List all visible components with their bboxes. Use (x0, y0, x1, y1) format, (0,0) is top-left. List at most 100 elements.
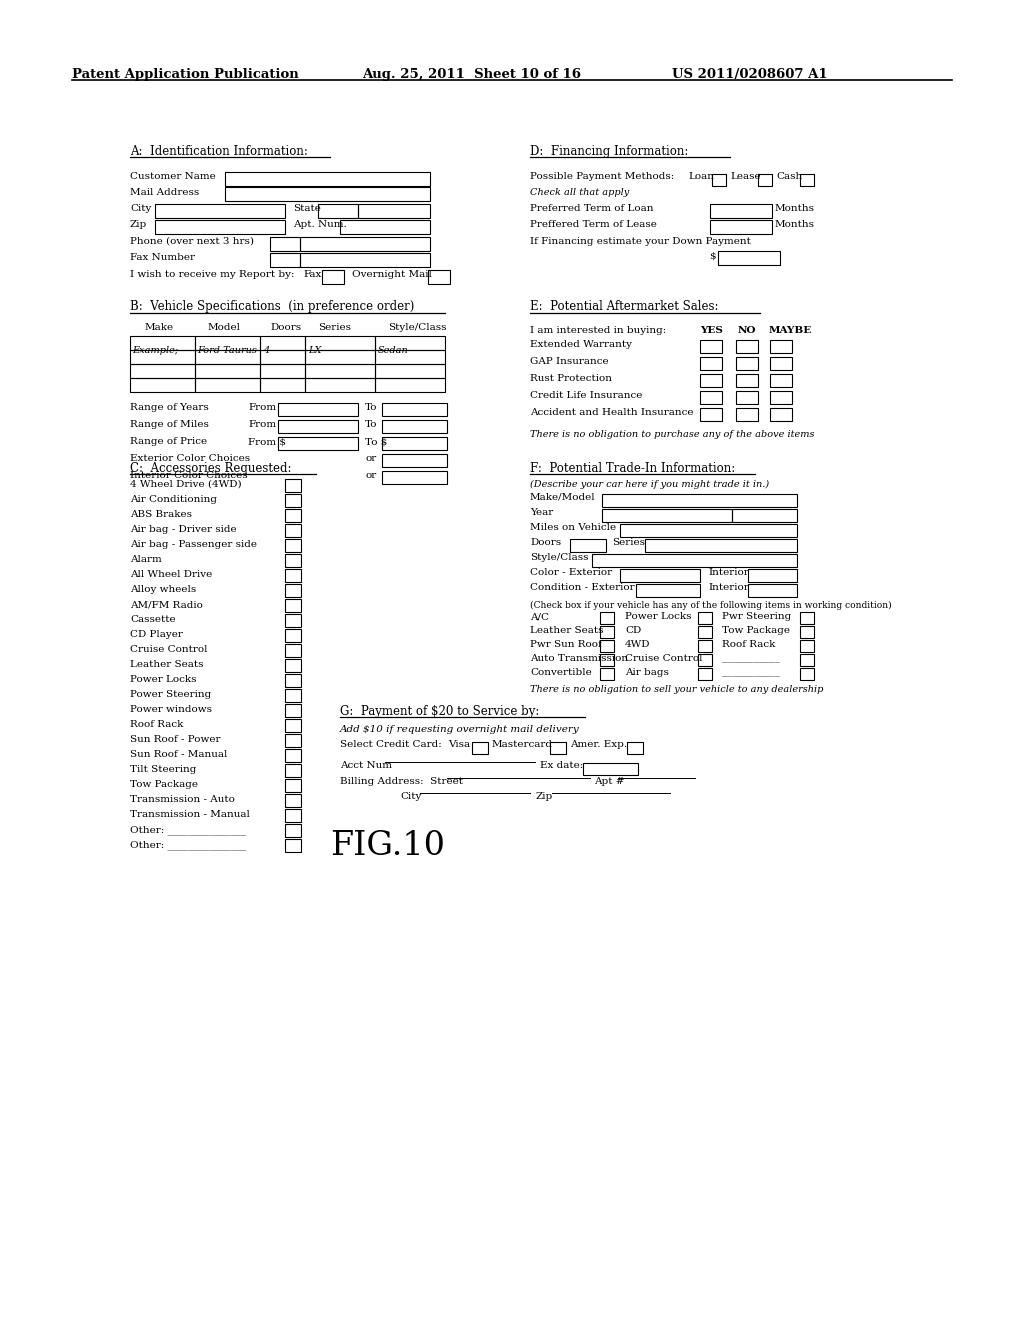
Bar (305, 350, 375, 364)
Text: Roof Rack: Roof Rack (130, 719, 183, 729)
Text: C:  Accessories Requested:: C: Accessories Requested: (130, 462, 292, 475)
Bar (712, 174, 726, 186)
Text: Make/Model: Make/Model (530, 492, 596, 502)
Bar (736, 341, 758, 352)
Text: YES: YES (700, 326, 723, 335)
Bar (620, 524, 797, 537)
Text: Cruise Control: Cruise Control (130, 645, 208, 653)
Text: Make: Make (145, 323, 174, 333)
Bar (382, 437, 447, 450)
Text: Miles on Vehicle: Miles on Vehicle (530, 523, 616, 532)
Bar (300, 238, 430, 251)
Bar (700, 341, 722, 352)
Bar (602, 494, 797, 507)
Bar (285, 840, 301, 851)
Text: 4: 4 (263, 346, 269, 355)
Text: Transmission - Manual: Transmission - Manual (130, 810, 250, 818)
Text: FIG.10: FIG.10 (330, 830, 445, 862)
Text: Doors: Doors (270, 323, 301, 333)
Text: Apt. Num.: Apt. Num. (293, 220, 347, 228)
Bar (698, 640, 712, 652)
Text: LX: LX (308, 346, 322, 355)
Text: Air bag - Passenger side: Air bag - Passenger side (130, 540, 257, 549)
Text: Extended Warranty: Extended Warranty (530, 341, 632, 348)
Text: Convertible: Convertible (530, 668, 592, 677)
Text: Acct Num: Acct Num (340, 762, 392, 770)
Text: Tilt Steering: Tilt Steering (130, 766, 197, 774)
Text: F:  Potential Trade-In Information:: F: Potential Trade-In Information: (530, 462, 735, 475)
Text: Customer Name: Customer Name (130, 172, 216, 181)
Text: From $: From $ (248, 437, 286, 446)
Bar (698, 612, 712, 624)
Text: Interior: Interior (708, 568, 749, 577)
Text: ABS Brakes: ABS Brakes (130, 510, 193, 519)
Bar (600, 612, 614, 624)
Bar (285, 569, 301, 582)
Text: Credit Life Insurance: Credit Life Insurance (530, 391, 642, 400)
Bar (710, 205, 772, 218)
Bar (285, 630, 301, 642)
Bar (285, 599, 301, 612)
Text: Ex date:: Ex date: (540, 762, 584, 770)
Text: Mastercard: Mastercard (492, 741, 553, 748)
Text: CD Player: CD Player (130, 630, 183, 639)
Bar (195, 350, 260, 364)
Text: A:  Identification Information:: A: Identification Information: (130, 145, 308, 158)
Bar (698, 668, 712, 680)
Text: Cash: Cash (776, 172, 802, 181)
Bar (285, 764, 301, 777)
Text: Sun Roof - Power: Sun Roof - Power (130, 735, 220, 744)
Text: A/C: A/C (530, 612, 549, 620)
Text: Select Credit Card:: Select Credit Card: (340, 741, 441, 748)
Text: Overnight Mail: Overnight Mail (352, 271, 432, 279)
Bar (195, 337, 260, 350)
Text: Doors: Doors (530, 539, 561, 546)
Text: Model: Model (208, 323, 241, 333)
Bar (225, 172, 430, 186)
Bar (285, 689, 301, 702)
Text: Other: _______________: Other: _______________ (130, 840, 246, 850)
Bar (260, 337, 305, 350)
Bar (700, 408, 722, 421)
Text: Cruise Control: Cruise Control (625, 653, 702, 663)
Bar (285, 524, 301, 537)
Text: Pwr Sun Roof: Pwr Sun Roof (530, 640, 602, 649)
Bar (800, 612, 814, 624)
Text: Leather Seats: Leather Seats (530, 626, 603, 635)
Bar (710, 220, 772, 234)
Text: Range of Years: Range of Years (130, 403, 209, 412)
Bar (800, 653, 814, 667)
Bar (770, 391, 792, 404)
Text: Exterior Color Choices: Exterior Color Choices (130, 454, 250, 463)
Text: Range of Miles: Range of Miles (130, 420, 209, 429)
Text: From: From (248, 420, 276, 429)
Text: Zip: Zip (536, 792, 553, 801)
Text: ___________: ___________ (722, 653, 779, 663)
Text: All Wheel Drive: All Wheel Drive (130, 570, 212, 579)
Bar (305, 364, 375, 378)
Text: Lease: Lease (730, 172, 761, 181)
Text: 4 Wheel Drive (4WD): 4 Wheel Drive (4WD) (130, 480, 242, 488)
Text: Preffered Term of Lease: Preffered Term of Lease (530, 220, 656, 228)
Text: Pwr Steering: Pwr Steering (722, 612, 792, 620)
Bar (698, 653, 712, 667)
Bar (770, 356, 792, 370)
Bar (770, 341, 792, 352)
Text: Preferred Term of Loan: Preferred Term of Loan (530, 205, 653, 213)
Text: Example;: Example; (132, 346, 178, 355)
Text: I wish to receive my Report by:: I wish to receive my Report by: (130, 271, 295, 279)
Text: Amer. Exp.: Amer. Exp. (570, 741, 627, 748)
Text: Months: Months (775, 220, 815, 228)
Text: There is no obligation to purchase any of the above items: There is no obligation to purchase any o… (530, 430, 814, 440)
Text: Series: Series (612, 539, 645, 546)
Bar (570, 539, 606, 552)
Bar (285, 824, 301, 837)
Text: Possible Payment Methods:: Possible Payment Methods: (530, 172, 674, 181)
Text: $: $ (710, 251, 720, 260)
Text: Sedan: Sedan (378, 346, 409, 355)
Text: Mail Address: Mail Address (130, 187, 200, 197)
Text: G:  Payment of $20 to Service by:: G: Payment of $20 to Service by: (340, 705, 540, 718)
Text: Alloy wheels: Alloy wheels (130, 585, 197, 594)
Bar (285, 719, 301, 733)
Bar (285, 675, 301, 686)
